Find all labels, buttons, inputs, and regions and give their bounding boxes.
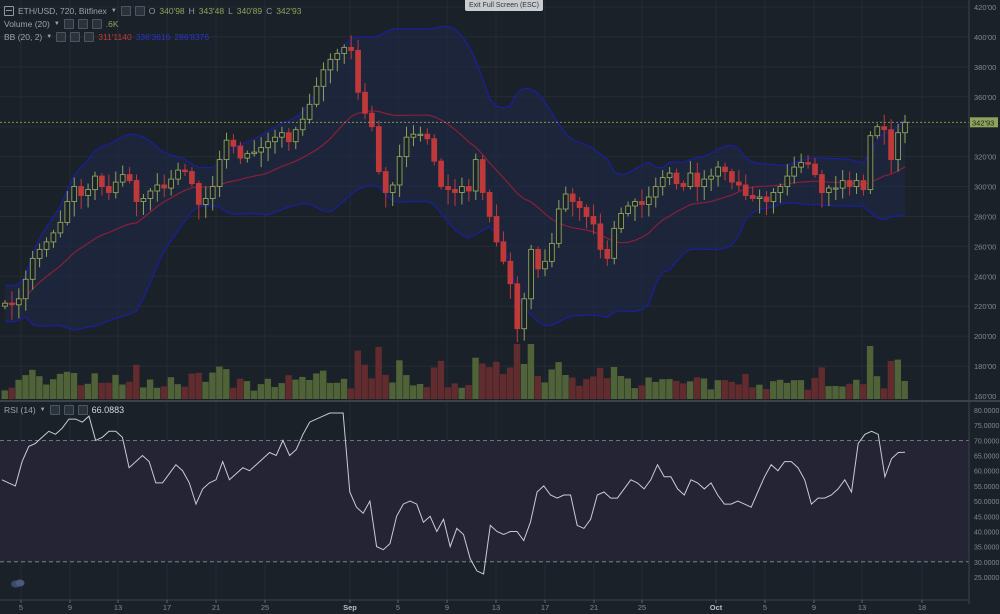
svg-text:5: 5 (19, 603, 23, 612)
svg-text:13: 13 (858, 603, 866, 612)
exit-fullscreen-button[interactable]: Exit Full Screen (ESC) (465, 0, 544, 11)
svg-text:360'00: 360'00 (974, 93, 996, 102)
svg-text:30.0000: 30.0000 (974, 560, 999, 567)
settings-icon[interactable] (63, 405, 74, 415)
candlesticks (2, 35, 908, 343)
svg-text:25: 25 (261, 603, 269, 612)
settings-icon[interactable] (77, 19, 88, 29)
chevron-down-icon[interactable]: ▼ (53, 21, 60, 27)
svg-text:21: 21 (212, 603, 220, 612)
svg-text:25.0000: 25.0000 (974, 575, 999, 582)
high-value: 343'48 (198, 6, 225, 16)
svg-text:80.0000: 80.0000 (974, 408, 999, 415)
volume-value: .6K (105, 19, 119, 29)
low-label: L (228, 6, 233, 16)
close-icon[interactable] (84, 32, 95, 42)
svg-text:18: 18 (918, 603, 926, 612)
close-icon[interactable] (77, 405, 88, 415)
svg-text:5: 5 (396, 603, 400, 612)
bb-indicator-label[interactable]: BB (20, 2) (4, 32, 43, 42)
bb-basis-value: 311'1140 (98, 32, 132, 42)
chevron-down-icon[interactable]: ▼ (110, 8, 117, 14)
volume-bars (1, 344, 908, 399)
svg-text:65.0000: 65.0000 (974, 454, 999, 461)
svg-text:45.0000: 45.0000 (974, 514, 999, 521)
svg-text:9: 9 (812, 603, 816, 612)
svg-text:180'00: 180'00 (974, 362, 996, 371)
svg-text:300'00: 300'00 (974, 183, 996, 192)
main-legend: ETH/USD, 720, Bitfinex ▼ O 340'98 H 343'… (4, 6, 301, 16)
svg-text:21: 21 (590, 603, 598, 612)
svg-text:260'00: 260'00 (974, 242, 996, 251)
bb-lower-value: 286'8376 (174, 32, 210, 42)
bollinger-bands (4, 25, 906, 331)
open-value: 340'98 (159, 6, 185, 16)
svg-text:Sep: Sep (343, 603, 357, 612)
svg-text:25: 25 (638, 603, 646, 612)
collapse-icon[interactable] (4, 6, 14, 16)
svg-text:75.0000: 75.0000 (974, 423, 999, 430)
svg-text:35.0000: 35.0000 (974, 545, 999, 552)
close-value: 342'93 (276, 6, 302, 16)
time-axis[interactable]: 5 9 13 17 21 25 Sep 5 9 13 17 21 25 Oct 5 9 13 18 (0, 599, 1000, 614)
volume-indicator-label[interactable]: Volume (20) (4, 19, 50, 29)
svg-text:55.0000: 55.0000 (974, 484, 999, 491)
chevron-down-icon[interactable]: ▼ (39, 407, 46, 413)
svg-text:400'00: 400'00 (974, 33, 996, 42)
rsi-pane[interactable] (0, 412, 969, 575)
rsi-indicator-label[interactable]: RSI (14) (4, 405, 36, 415)
chevron-down-icon[interactable]: ▼ (46, 34, 53, 40)
settings-icon[interactable] (70, 32, 81, 42)
svg-text:5: 5 (763, 603, 767, 612)
svg-text:380'00: 380'00 (974, 63, 996, 72)
open-label: O (148, 6, 156, 16)
symbol-title[interactable]: ETH/USD, 720, Bitfinex (18, 6, 107, 16)
svg-text:13: 13 (492, 603, 500, 612)
svg-text:17: 17 (541, 603, 549, 612)
bb-legend: BB (20, 2) ▼ 311'1140 336'3616 286'8376 (4, 32, 209, 42)
svg-text:240'00: 240'00 (974, 272, 996, 281)
low-value: 340'89 (236, 6, 263, 16)
svg-text:Oct: Oct (710, 603, 723, 612)
svg-text:342'93: 342'93 (972, 118, 994, 127)
high-label: H (188, 6, 195, 16)
volume-legend: Volume (20) ▼ .6K (4, 19, 119, 29)
close-label: C (266, 6, 273, 16)
svg-text:40.0000: 40.0000 (974, 529, 999, 536)
close-icon[interactable] (91, 19, 102, 29)
svg-text:50.0000: 50.0000 (974, 499, 999, 506)
eye-icon[interactable] (63, 19, 74, 29)
bb-upper-value: 336'3616 (135, 32, 171, 42)
price-axis[interactable]: 420'00 400'00 380'00 360'00 320'00 300'00 280'… (970, 3, 998, 401)
svg-text:220'00: 220'00 (974, 302, 996, 311)
svg-text:420'00: 420'00 (974, 3, 996, 12)
svg-text:9: 9 (68, 603, 72, 612)
eye-icon[interactable] (49, 405, 60, 415)
svg-text:60.0000: 60.0000 (974, 469, 999, 476)
svg-text:280'00: 280'00 (974, 212, 996, 221)
svg-text:13: 13 (114, 603, 122, 612)
svg-text:70.0000: 70.0000 (974, 438, 999, 445)
tradingview-logo-icon (11, 579, 25, 588)
svg-text:160'00: 160'00 (974, 392, 996, 401)
svg-text:200'00: 200'00 (974, 332, 996, 341)
eye-icon[interactable] (56, 32, 67, 42)
svg-text:320'00: 320'00 (974, 153, 996, 162)
svg-text:17: 17 (163, 603, 171, 612)
rsi-value: 66.0883 (91, 405, 125, 415)
rsi-axis[interactable]: 80.0000 75.0000 70.0000 65.0000 60.0000 55.00… (974, 408, 999, 582)
svg-text:9: 9 (445, 603, 449, 612)
compare-icon[interactable] (134, 6, 145, 16)
rsi-legend: RSI (14) ▼ 66.0883 (4, 405, 124, 415)
settings-icon[interactable] (120, 6, 131, 16)
